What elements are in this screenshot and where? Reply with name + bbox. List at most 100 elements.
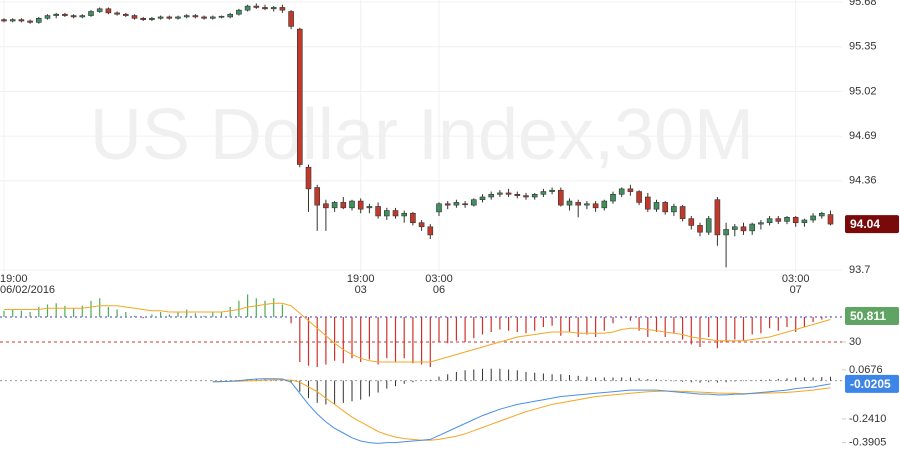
candle-body bbox=[149, 17, 155, 20]
candle-body bbox=[323, 203, 329, 209]
candle-body bbox=[253, 5, 260, 8]
candle-body bbox=[705, 218, 712, 233]
candle-body bbox=[140, 17, 146, 20]
candle-body bbox=[662, 202, 669, 213]
y-tick-label: 95.35 bbox=[849, 41, 877, 53]
candle-body bbox=[801, 219, 808, 224]
candle-body bbox=[357, 200, 364, 210]
y-tick-label: 94.69 bbox=[849, 130, 877, 142]
signal-line bbox=[212, 379, 831, 441]
candle-body bbox=[601, 200, 608, 209]
candle-body bbox=[166, 16, 173, 19]
candle-body bbox=[540, 191, 547, 195]
candle-body bbox=[758, 222, 764, 225]
candle-body bbox=[775, 218, 782, 222]
candle-body bbox=[201, 16, 207, 19]
candle-body bbox=[505, 192, 512, 195]
candle-body bbox=[401, 212, 408, 217]
candle-body bbox=[497, 192, 503, 195]
candle-body bbox=[549, 189, 555, 192]
candle-body bbox=[96, 8, 103, 12]
value-badge bbox=[845, 306, 899, 325]
candle-body bbox=[714, 199, 721, 236]
candle-body bbox=[584, 203, 590, 206]
candle-body bbox=[210, 16, 216, 19]
y-tick-label: 95.02 bbox=[849, 85, 877, 97]
candle-body bbox=[679, 206, 686, 219]
candle-body bbox=[218, 15, 225, 18]
candle-body bbox=[418, 222, 425, 228]
candle-body bbox=[296, 28, 303, 165]
candle-body bbox=[35, 17, 42, 23]
candle-body bbox=[70, 15, 77, 18]
macd-line bbox=[212, 378, 831, 444]
candle-body bbox=[592, 203, 599, 209]
candle-body bbox=[444, 203, 451, 206]
candle-body bbox=[123, 13, 129, 16]
candle-body bbox=[270, 7, 277, 10]
candle-body bbox=[44, 15, 51, 19]
candle-body bbox=[114, 12, 120, 15]
candle-body bbox=[392, 210, 399, 217]
candle-body bbox=[723, 229, 729, 236]
candle-body bbox=[314, 187, 321, 206]
candle-body bbox=[244, 5, 251, 11]
candle-body bbox=[749, 223, 756, 232]
candle-body bbox=[366, 206, 373, 209]
candle-body bbox=[262, 7, 268, 10]
candle-body bbox=[575, 202, 582, 206]
candle-body bbox=[488, 193, 495, 198]
candle-body bbox=[427, 226, 434, 236]
x-tick-label: 03:00 bbox=[425, 273, 453, 285]
candle-body bbox=[88, 11, 94, 16]
candle-body bbox=[227, 13, 233, 18]
value-badge bbox=[845, 374, 899, 393]
candle-body bbox=[479, 196, 486, 201]
candle-body bbox=[688, 218, 695, 226]
x-tick-label: 19:00 bbox=[347, 273, 375, 285]
value-badge-label: 50.811 bbox=[850, 309, 886, 323]
candle-body bbox=[279, 7, 286, 11]
candle-body bbox=[175, 16, 181, 19]
candle-body bbox=[62, 13, 68, 16]
watermark-title: US Dollar Index,30M bbox=[90, 95, 754, 175]
candle-body bbox=[383, 210, 390, 217]
x-tick-label: 06/02/2016 bbox=[0, 284, 55, 296]
candle-body bbox=[331, 202, 338, 209]
candle-body bbox=[375, 206, 381, 217]
y-tick-label: -0.3905 bbox=[849, 437, 886, 449]
candle-body bbox=[531, 193, 538, 198]
candle-body bbox=[236, 9, 242, 15]
candle-body bbox=[731, 226, 738, 230]
candle-body bbox=[305, 166, 312, 190]
candle-body bbox=[827, 214, 834, 225]
y-tick-label: 0.0676 bbox=[849, 364, 883, 376]
candle-body bbox=[9, 19, 16, 22]
y-tick-label: 95.68 bbox=[849, 0, 877, 8]
candle-body bbox=[288, 11, 294, 27]
candle-body bbox=[470, 199, 477, 206]
candle-body bbox=[627, 188, 634, 192]
candle-body bbox=[818, 212, 825, 217]
x-tick-label: 06 bbox=[433, 284, 445, 296]
candle-body bbox=[105, 8, 112, 14]
candle-body bbox=[436, 203, 442, 213]
candle-body bbox=[462, 203, 468, 206]
candle-body bbox=[453, 202, 460, 206]
rsi-ma-line bbox=[4, 302, 831, 363]
y-tick-label: 94.36 bbox=[849, 175, 877, 187]
candle-body bbox=[671, 206, 677, 213]
candle-body bbox=[557, 189, 564, 206]
candle-body bbox=[810, 215, 816, 221]
y-tick-label: 30 bbox=[849, 336, 861, 348]
x-tick-label: 03:00 bbox=[782, 273, 810, 285]
candle-body bbox=[53, 13, 60, 16]
candle-body bbox=[766, 218, 773, 224]
candle-body bbox=[784, 217, 790, 222]
candle-body bbox=[792, 217, 799, 224]
value-badge bbox=[845, 215, 899, 234]
candle-body bbox=[636, 191, 642, 203]
value-badge-label: -0.0205 bbox=[850, 377, 891, 391]
candle-body bbox=[18, 19, 25, 22]
